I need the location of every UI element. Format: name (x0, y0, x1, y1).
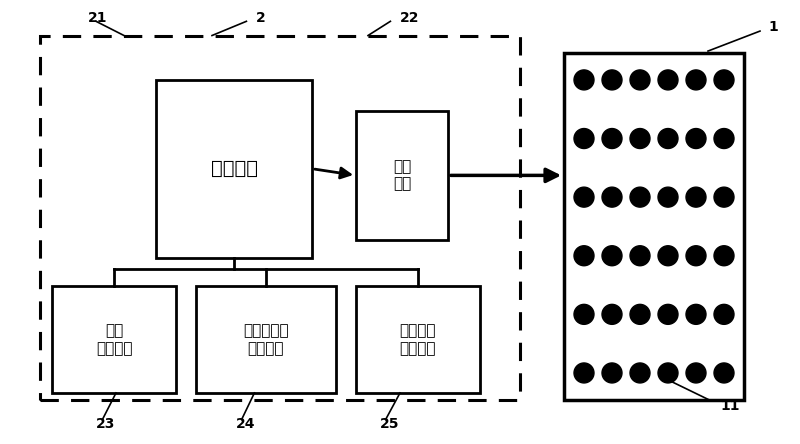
Bar (356, 286, 480, 393)
Text: 微控制器: 微控制器 (210, 159, 258, 178)
Text: 2: 2 (256, 11, 266, 25)
Ellipse shape (714, 363, 734, 383)
Ellipse shape (658, 129, 678, 148)
Ellipse shape (686, 305, 706, 324)
Ellipse shape (714, 246, 734, 266)
Text: 1: 1 (768, 20, 778, 34)
Bar (564, 53, 744, 400)
Ellipse shape (658, 246, 678, 266)
Ellipse shape (686, 70, 706, 90)
Text: 25: 25 (380, 417, 399, 431)
Ellipse shape (630, 305, 650, 324)
Ellipse shape (686, 246, 706, 266)
Ellipse shape (574, 363, 594, 383)
Bar (196, 286, 336, 393)
Text: 23: 23 (96, 417, 115, 431)
Ellipse shape (630, 70, 650, 90)
Ellipse shape (658, 187, 678, 207)
Text: 22: 22 (400, 11, 419, 25)
Ellipse shape (658, 363, 678, 383)
Ellipse shape (714, 70, 734, 90)
Text: 24: 24 (236, 417, 255, 431)
Ellipse shape (686, 129, 706, 148)
Ellipse shape (686, 187, 706, 207)
Ellipse shape (630, 129, 650, 148)
Ellipse shape (602, 305, 622, 324)
Ellipse shape (574, 70, 594, 90)
Ellipse shape (602, 129, 622, 148)
Ellipse shape (714, 187, 734, 207)
Ellipse shape (714, 129, 734, 148)
Text: 输出光功率
控制模块: 输出光功率 控制模块 (243, 324, 289, 356)
Text: 激发时间
控制模块: 激发时间 控制模块 (400, 324, 436, 356)
Text: 21: 21 (88, 11, 107, 25)
Ellipse shape (574, 129, 594, 148)
Ellipse shape (630, 246, 650, 266)
Ellipse shape (602, 246, 622, 266)
Text: 开关
控制模块: 开关 控制模块 (96, 324, 132, 356)
Bar (40, 36, 520, 400)
Ellipse shape (574, 187, 594, 207)
Ellipse shape (658, 70, 678, 90)
Bar (52, 286, 176, 393)
Ellipse shape (602, 187, 622, 207)
Ellipse shape (714, 305, 734, 324)
Text: 驱动
模块: 驱动 模块 (393, 159, 411, 191)
Ellipse shape (630, 363, 650, 383)
Ellipse shape (574, 305, 594, 324)
Text: 11: 11 (720, 399, 739, 413)
Ellipse shape (574, 246, 594, 266)
Ellipse shape (602, 70, 622, 90)
Ellipse shape (630, 187, 650, 207)
Ellipse shape (686, 363, 706, 383)
Bar (156, 80, 312, 258)
Bar (356, 111, 448, 240)
Ellipse shape (658, 305, 678, 324)
Ellipse shape (602, 363, 622, 383)
